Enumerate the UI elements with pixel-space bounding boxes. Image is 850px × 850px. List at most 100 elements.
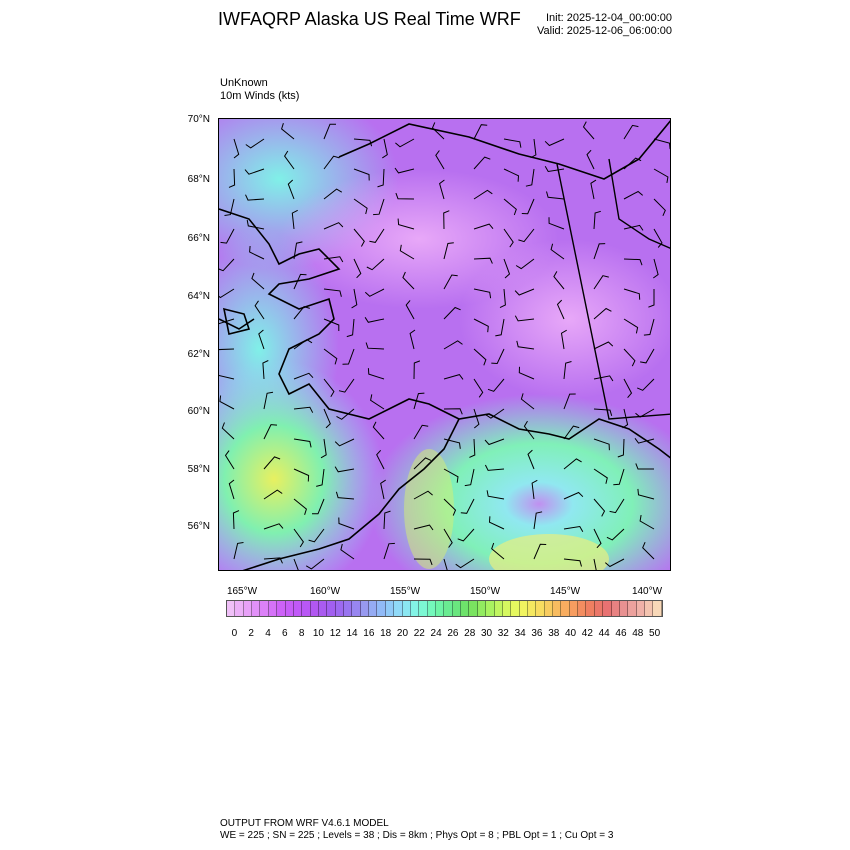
wind-barb xyxy=(563,525,584,532)
wind-barb xyxy=(293,273,307,290)
subtitle-line2: 10m Winds (kts) xyxy=(220,90,300,102)
wind-barb xyxy=(521,198,535,215)
wind-barb xyxy=(251,272,265,290)
wind-barb xyxy=(293,372,314,380)
wind-barb xyxy=(484,438,505,446)
wind-barb xyxy=(514,315,535,322)
wind-barb xyxy=(653,198,666,216)
wind-barb xyxy=(606,528,625,541)
colorbar-box xyxy=(377,601,386,616)
colorbar-box xyxy=(486,601,495,616)
wind-barb xyxy=(413,424,429,440)
colorbar xyxy=(226,600,663,617)
wind-barb xyxy=(586,149,595,170)
colorbar-box xyxy=(352,601,361,616)
wind-barb xyxy=(376,449,385,470)
wind-barb xyxy=(634,438,655,444)
colorbar-box xyxy=(444,601,453,616)
plot-title: IWFAQRP Alaska US Real Time WRF xyxy=(218,9,521,29)
wind-barb xyxy=(383,510,391,530)
wind-barb xyxy=(514,288,535,296)
wind-barb xyxy=(520,393,535,410)
wind-barb xyxy=(593,275,609,290)
colorbar-box xyxy=(511,601,520,616)
wind-barb xyxy=(219,375,235,380)
colorbar-box xyxy=(636,601,645,616)
wind-barb xyxy=(473,378,484,398)
wind-barb xyxy=(353,258,362,279)
wind-barb xyxy=(593,210,601,230)
wind-barb xyxy=(219,258,235,272)
wind-barb xyxy=(263,456,281,470)
wind-barb xyxy=(305,558,325,570)
colorbar-box xyxy=(327,601,336,616)
wind-barb xyxy=(383,542,395,560)
colorbar-box xyxy=(461,601,470,616)
colorbar-box xyxy=(469,601,478,616)
wind-barb xyxy=(413,558,433,566)
wind-field-east xyxy=(459,239,670,399)
colorbar-box xyxy=(360,601,370,616)
wind-barb xyxy=(262,360,269,380)
wind-barb xyxy=(527,449,535,470)
colorbar-label: 16 xyxy=(363,628,375,639)
wind-barb xyxy=(653,138,670,150)
wind-barb xyxy=(366,258,385,271)
colorbar-box xyxy=(553,601,562,616)
wind-barb xyxy=(617,438,625,458)
wind-barb xyxy=(395,192,415,200)
wind-barb xyxy=(563,491,584,500)
colorbar-label: 30 xyxy=(480,628,493,639)
wind-barb xyxy=(460,498,475,514)
lon-label: 145°W xyxy=(549,586,581,597)
wind-barb xyxy=(233,138,240,159)
wind-barb xyxy=(443,498,457,516)
colorbar-label: 12 xyxy=(329,628,341,639)
wind-barb xyxy=(484,464,505,471)
lat-label: 62°N xyxy=(187,349,210,360)
wind-barb xyxy=(593,243,606,260)
colorbar-label: 8 xyxy=(298,628,305,639)
wind-barb xyxy=(503,228,514,248)
wind-barb xyxy=(563,558,582,567)
wind-barb xyxy=(291,209,298,230)
colorbar-box xyxy=(586,601,595,616)
wind-barb xyxy=(365,342,385,350)
colorbar-box xyxy=(494,601,503,616)
colorbar-box xyxy=(285,601,294,616)
wind-barb xyxy=(523,420,535,440)
wind-barb xyxy=(653,228,663,248)
wind-barb xyxy=(486,490,505,500)
colorbar-box xyxy=(243,601,253,616)
wind-barb xyxy=(623,288,641,300)
colorbar-box xyxy=(603,601,612,616)
wind-barb xyxy=(336,408,355,420)
colorbar-label: 22 xyxy=(413,628,425,639)
wind-barb xyxy=(293,468,310,482)
wind-barb xyxy=(263,557,283,564)
wind-barb xyxy=(394,167,415,174)
colorbar-box xyxy=(427,601,436,616)
wind-barb xyxy=(224,198,235,216)
wind-barb xyxy=(413,360,421,380)
wind-barb xyxy=(653,258,659,279)
colorbar-box xyxy=(569,601,579,616)
colorbar-box xyxy=(527,601,537,616)
colorbar-box xyxy=(335,601,345,616)
colorbar-label: 24 xyxy=(430,628,442,639)
wind-barb xyxy=(287,179,295,200)
wind-barb xyxy=(409,329,416,350)
colorbar-box xyxy=(519,601,528,616)
field-label: UnKnown 10m Winds (kts) xyxy=(220,77,299,103)
wind-barb xyxy=(293,306,310,320)
wind-barb xyxy=(228,479,235,500)
wind-barb xyxy=(469,438,476,458)
wind-barb xyxy=(221,422,235,440)
colorbar-label: 40 xyxy=(564,628,577,639)
wind-barb xyxy=(623,378,633,399)
wind-barb xyxy=(623,124,639,140)
wind-field-cook-inlet xyxy=(404,449,454,569)
wind-barb xyxy=(488,516,505,530)
wind-barb xyxy=(622,408,629,429)
colorbar-box xyxy=(277,601,286,616)
